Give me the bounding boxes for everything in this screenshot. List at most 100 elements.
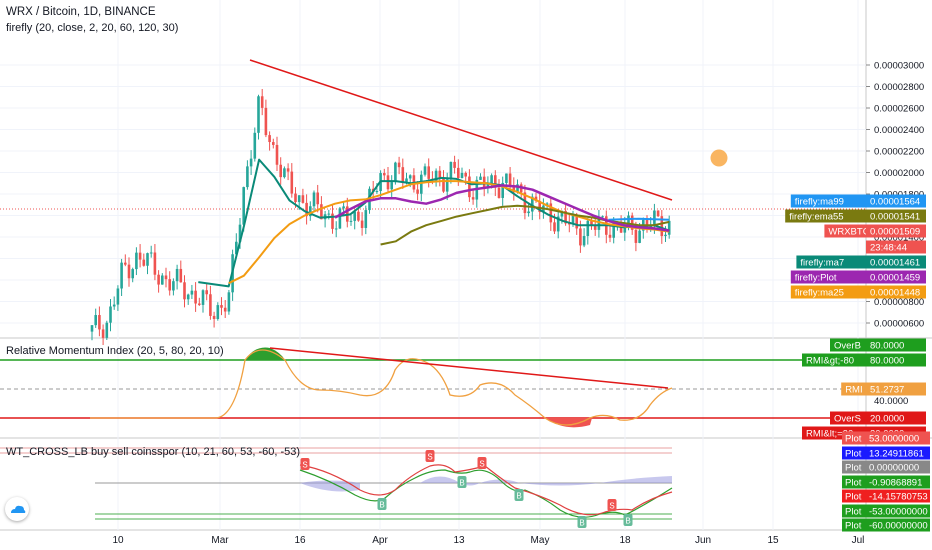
y-tick-label: 0.00002000: [874, 168, 924, 179]
candle-body: [383, 173, 386, 176]
wt-label-value: -60.00000000: [869, 521, 928, 532]
candle-body: [420, 174, 423, 194]
wt-label-name: Plot: [845, 521, 862, 532]
price-label-name-bg: [824, 224, 866, 238]
candle-body: [623, 225, 627, 233]
candle-body: [516, 184, 519, 193]
y-tick-label: 0.00000600: [874, 319, 924, 330]
y-tick-label: 0.00002600: [874, 104, 924, 115]
price-label-name: firefly:ma7: [800, 258, 844, 269]
candle-body: [209, 294, 212, 316]
candle-body: [494, 175, 497, 188]
candle-body: [161, 275, 164, 285]
price-label-name-bg: [790, 285, 866, 299]
candle-body: [249, 158, 253, 167]
marker-dot: [710, 149, 728, 167]
price-label-value: 0.00001448: [870, 288, 920, 299]
candle-body: [560, 210, 564, 217]
candle-body: [149, 252, 153, 254]
candle-body: [109, 306, 112, 323]
y-tick-label: 0.00003000: [874, 61, 924, 72]
x-tick-label: 18: [619, 535, 631, 546]
wt-label-value-bg: [866, 475, 930, 489]
price-label-value-bg: [866, 209, 926, 223]
wt-title: WT_CROSS_LB buy sell coinsspor (10, 21, …: [6, 446, 301, 458]
wt-label-name: Plot: [845, 463, 862, 474]
indicator-title: firefly (20, close, 2, 20, 60, 120, 30): [6, 22, 179, 34]
candle-body: [235, 241, 238, 255]
candle-body: [464, 172, 467, 177]
wt-label-name: Plot: [845, 478, 862, 489]
x-tick-label: Jun: [695, 535, 711, 546]
candle-body: [453, 161, 456, 168]
candle-body: [486, 183, 490, 189]
rmi-label-name: OverB: [834, 341, 861, 352]
candle-body: [297, 195, 301, 203]
candle-body: [223, 307, 227, 312]
candle-body: [227, 292, 231, 312]
candle-body: [101, 329, 105, 338]
candle-body: [264, 107, 268, 136]
wt-label-name-bg: [842, 489, 866, 503]
price-label-value: 0.00001459: [870, 273, 920, 284]
candle-body: [116, 288, 120, 305]
candle-body: [194, 290, 197, 304]
wt-label-name: Plot: [845, 449, 862, 460]
price-label-value: 23:48:44: [870, 243, 907, 254]
candle-body: [653, 210, 656, 226]
candle-body: [175, 268, 179, 282]
candle-body: [408, 175, 412, 179]
candle-body: [220, 305, 223, 308]
rmi-label-value: 20.0000: [870, 414, 904, 425]
price-label-name: firefly:ema55: [789, 212, 843, 223]
buy-signal-label-bg: [457, 476, 467, 488]
candle-body: [146, 253, 149, 266]
rmi-y-tick-label: 40.0000: [874, 396, 908, 407]
wt-label-name-bg: [842, 475, 866, 489]
candle-body: [553, 222, 556, 232]
candle-body: [112, 304, 116, 307]
wt-label-name-bg: [842, 446, 866, 460]
candle-body: [201, 290, 205, 305]
candle-body: [501, 182, 504, 198]
wt-label-name: Plot: [845, 507, 862, 518]
candle-body: [138, 252, 142, 260]
y-tick-label: 0.00000800: [874, 297, 924, 308]
y-tick-label: 0.00002400: [874, 125, 924, 136]
buy-signal-label: B: [379, 501, 384, 510]
tradingview-logo[interactable]: [5, 497, 29, 521]
price-label-name-bg: [790, 270, 866, 284]
price-label-value-bg: [866, 194, 926, 208]
candle-body: [394, 162, 397, 183]
candle-body: [164, 275, 168, 280]
candle-body: [531, 196, 534, 212]
candle-body: [127, 264, 131, 279]
candle-body: [497, 187, 501, 198]
candle-body: [534, 196, 538, 201]
rmi-label-value-bg: [866, 353, 926, 367]
candle-body: [386, 175, 390, 190]
candle-body: [434, 170, 438, 181]
y-tick-label: 0.00001400: [874, 233, 924, 244]
candle-body: [275, 144, 279, 165]
candle-body: [490, 175, 493, 184]
price-label-value: 0.00001509: [870, 227, 920, 238]
wt-label-name-bg: [842, 431, 866, 445]
x-tick-label: 13: [453, 535, 465, 546]
wt-histogram: [300, 476, 672, 492]
sell-signal-label: S: [479, 460, 484, 469]
candle-body: [238, 224, 242, 242]
price-label-name-bg: [790, 194, 866, 208]
candle-body: [468, 176, 471, 198]
x-tick-label: 10: [112, 535, 124, 546]
candle-body: [634, 229, 638, 243]
buy-signal-label-bg: [623, 514, 633, 526]
candle-body: [579, 228, 582, 246]
x-tick-label: 16: [294, 535, 306, 546]
wt-label-value-bg: [866, 518, 930, 532]
candle-body: [153, 252, 157, 275]
sell-signal-label: S: [427, 453, 432, 462]
sell-signal-label-bg: [425, 450, 435, 462]
candle-body: [131, 269, 134, 279]
candle-body: [630, 215, 634, 230]
